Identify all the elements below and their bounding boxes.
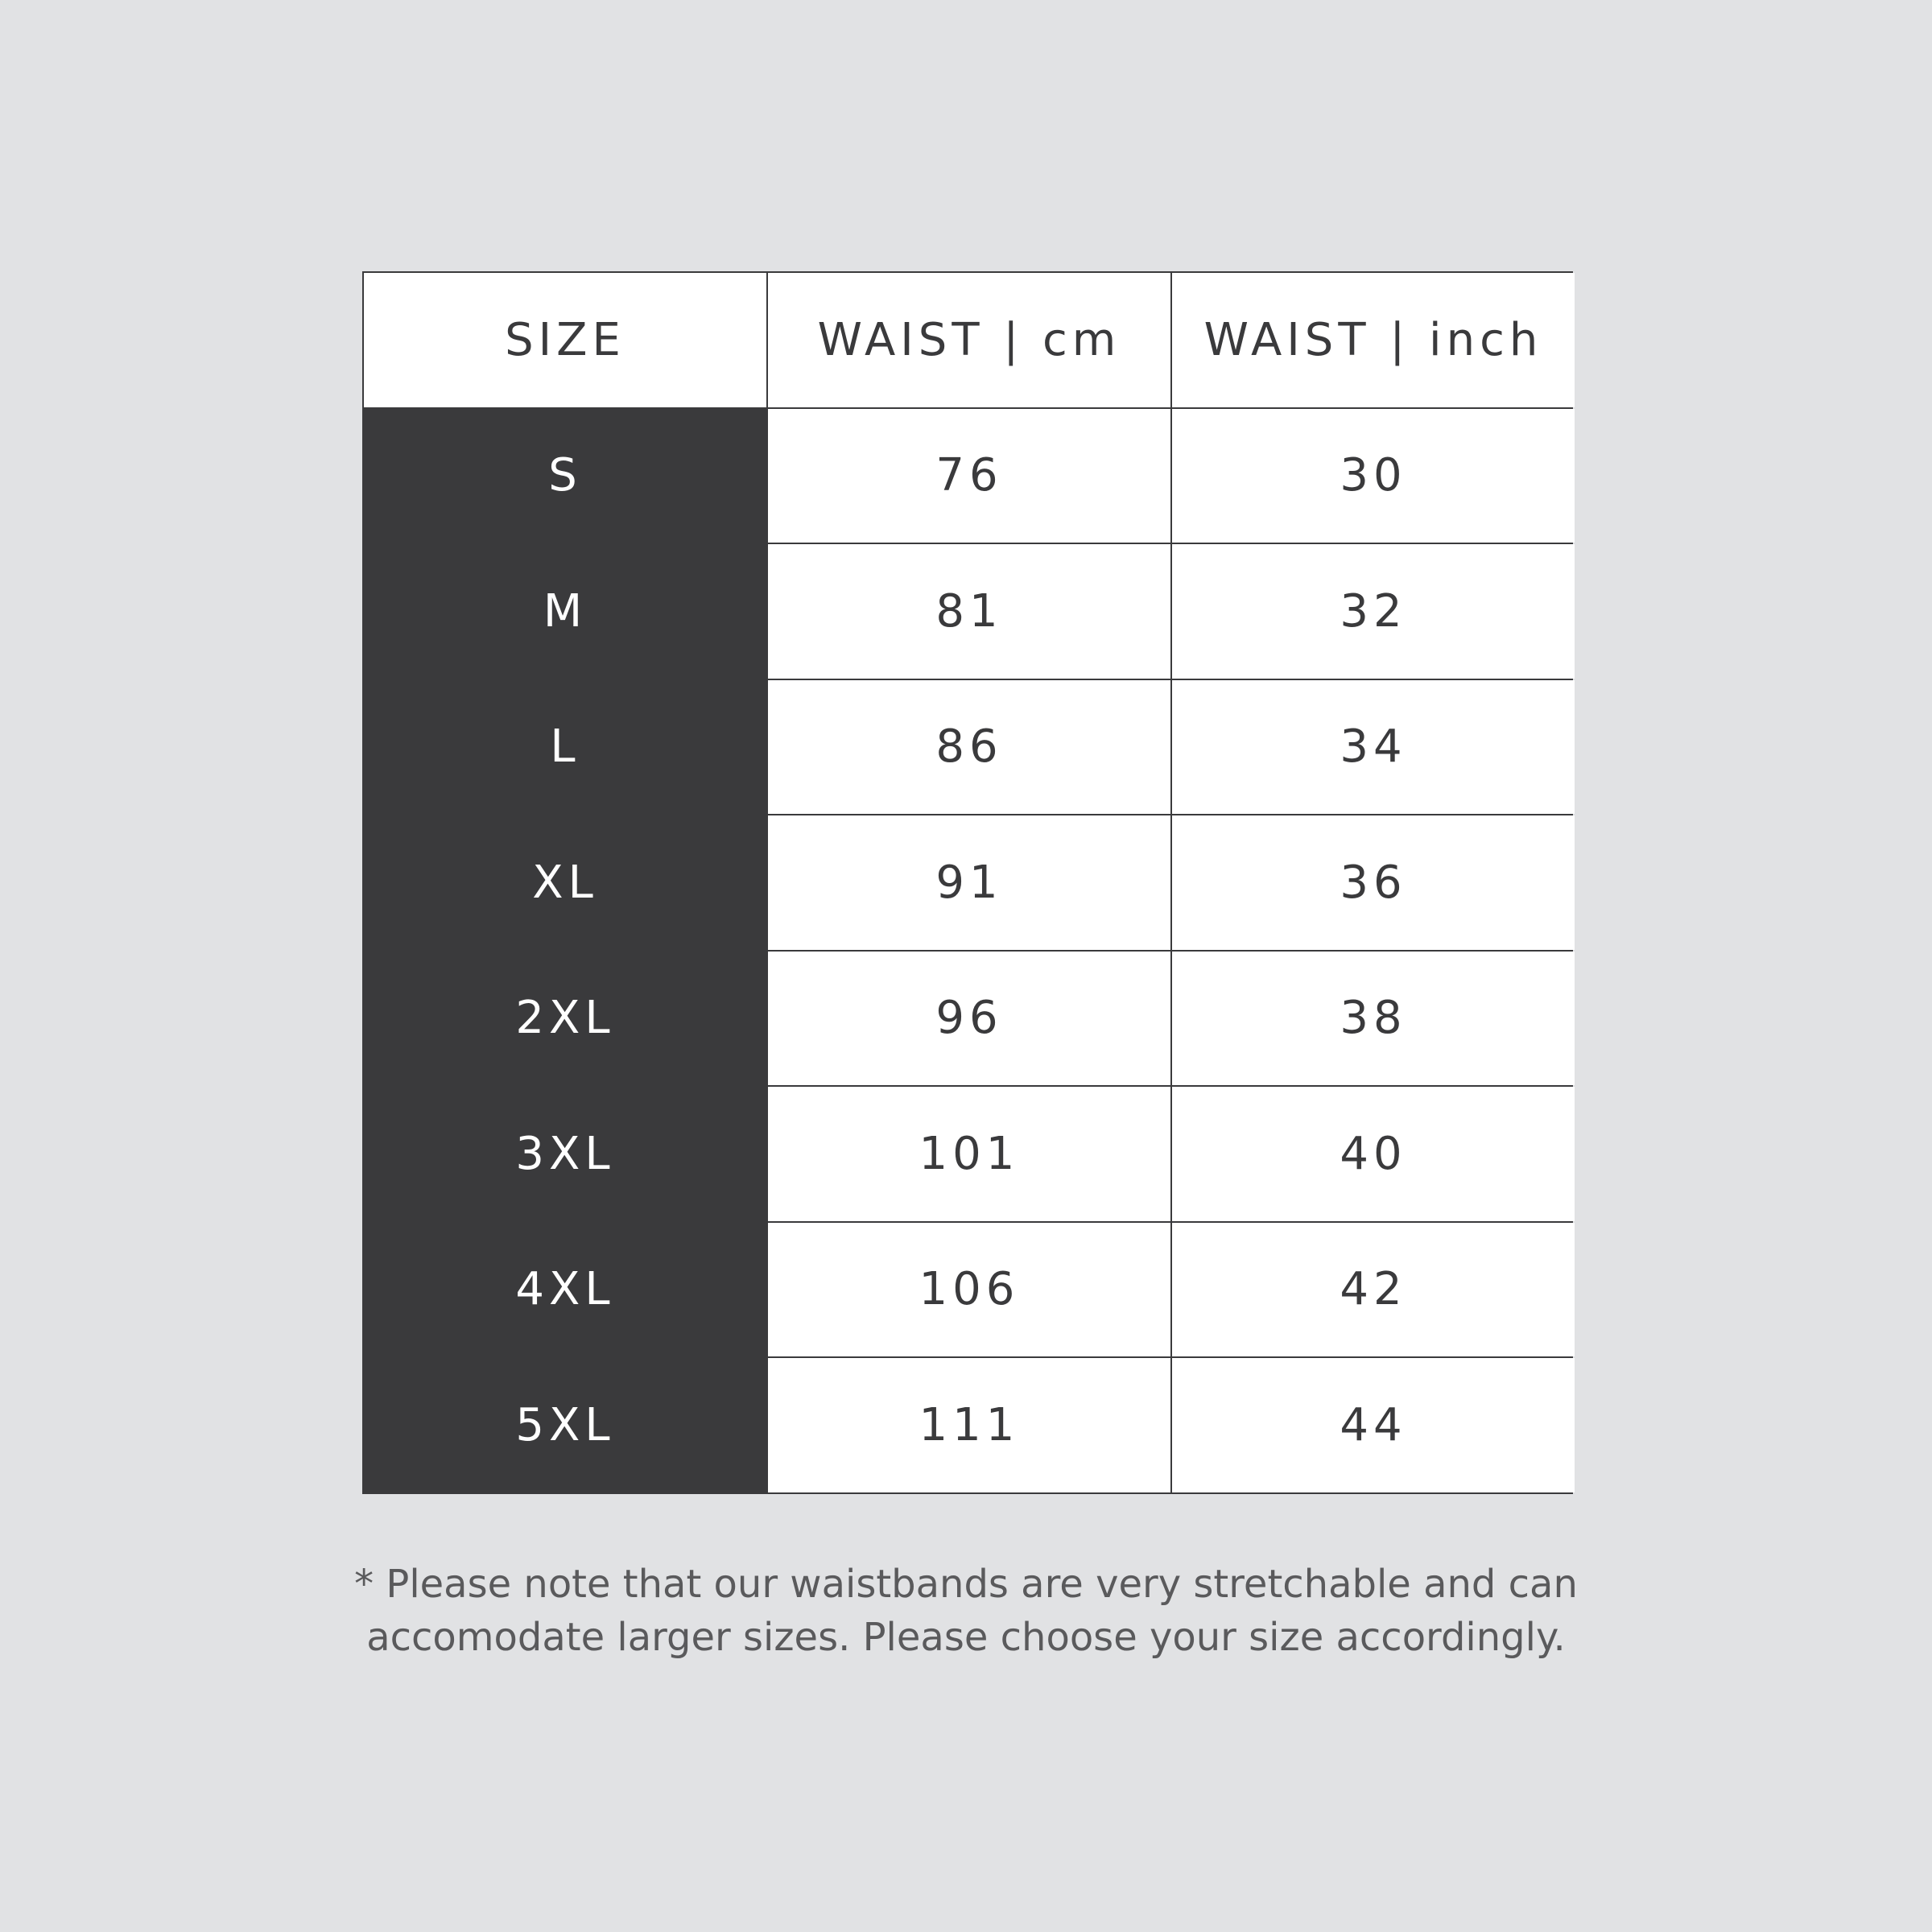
footnote-line: * Please note that our waistbands are ve… [354, 1562, 1578, 1607]
value-cell: 111 [768, 1358, 1170, 1492]
header-cell: WAIST | cm [768, 273, 1170, 407]
size-cell: XL [364, 815, 766, 950]
header-cell: SIZE [364, 273, 766, 407]
value-cell: 36 [1172, 815, 1575, 950]
footnote: * Please note that our waistbands are ve… [242, 1558, 1690, 1664]
value-cell: 30 [1172, 408, 1575, 543]
size-cell: M [364, 544, 766, 679]
value-cell: 44 [1172, 1358, 1575, 1492]
value-cell: 91 [768, 815, 1170, 950]
size-cell: 4XL [364, 1222, 766, 1356]
size-cell: L [364, 679, 766, 814]
value-cell: 101 [768, 1087, 1170, 1221]
value-cell: 38 [1172, 951, 1575, 1085]
size-cell: 2XL [364, 951, 766, 1085]
value-cell: 42 [1172, 1222, 1575, 1356]
value-cell: 34 [1172, 679, 1575, 814]
value-cell: 96 [768, 951, 1170, 1085]
size-cell: 3XL [364, 1087, 766, 1221]
value-cell: 76 [768, 408, 1170, 543]
header-cell: WAIST | inch [1172, 273, 1575, 407]
size-cell: 5XL [364, 1358, 766, 1492]
footnote-line: accomodate larger sizes. Please choose y… [366, 1615, 1566, 1660]
size-table: SIZE WAIST | cm WAIST | inch S 76 30 M 81 32 L 86 3… [362, 271, 1575, 1494]
value-cell: 32 [1172, 544, 1575, 679]
size-cell: S [364, 408, 766, 543]
value-cell: 106 [768, 1222, 1170, 1356]
value-cell: 86 [768, 679, 1170, 814]
value-cell: 81 [768, 544, 1170, 679]
value-cell: 40 [1172, 1087, 1575, 1221]
